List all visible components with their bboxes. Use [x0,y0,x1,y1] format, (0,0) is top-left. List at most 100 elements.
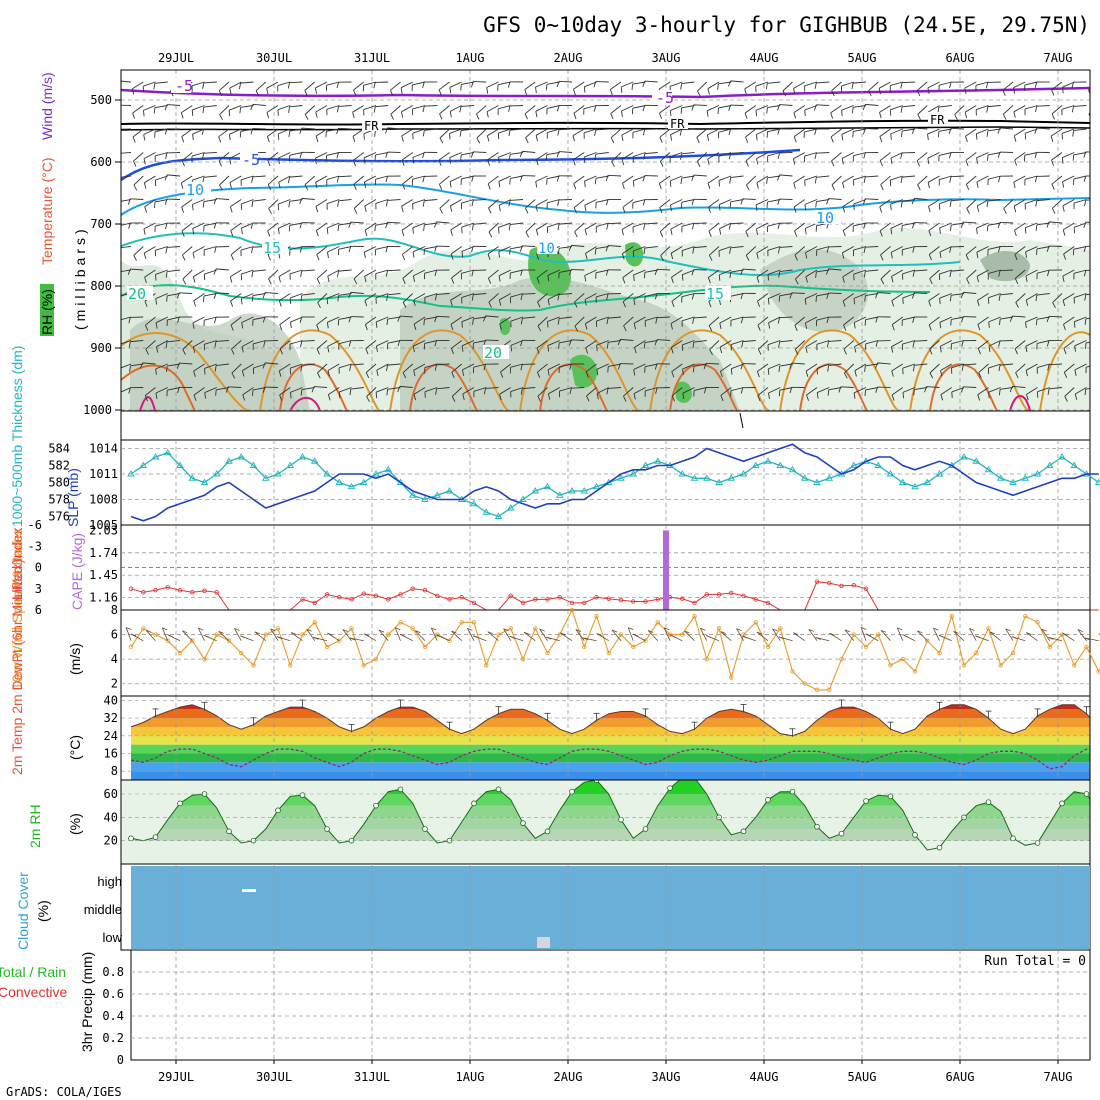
wind-barb-flag [975,133,978,140]
wind-barb-flag [279,324,283,331]
wind-barb-flag [365,372,370,379]
wind-barb-flag [140,362,143,369]
wind-barb [730,269,744,273]
wind-barb [928,199,940,207]
wind-barb-flag [450,348,454,355]
thickness-point [237,453,246,460]
wind-barb [204,246,217,251]
wind-barb-flag [476,137,481,144]
wind-barb-flag [757,300,761,307]
contour-label: FR [930,113,945,127]
wind-barb [853,128,867,132]
wind-barb [844,363,855,374]
wind10-barb-flag [1005,628,1011,632]
rh-legend-swatch [40,284,54,336]
wind-barb-flag [213,292,217,299]
wind-barb-flag [977,348,981,355]
wind10-barb-flag [126,627,132,630]
wind-barb-flag [202,107,205,114]
wind-barb [204,316,217,321]
wind-barb-flag [937,131,940,138]
wind-barb [853,105,867,108]
wind-barb [730,80,744,83]
wind-barb-flag [1073,321,1076,328]
wind10-barb [808,629,818,641]
wind-barb-flag [337,224,340,232]
wind-barb [902,316,916,321]
wind10-barb-flag [664,627,670,631]
wind10-barb-flag [162,627,168,631]
wind-barb [976,222,989,229]
wind-barb-flag [438,184,443,190]
wind-barb [1073,293,1087,298]
wind-barb [693,174,707,177]
wind-barb [693,104,707,106]
wind-barb-flag [1071,82,1074,89]
wind-barb-flag [740,387,744,394]
wind-barb-flag [278,182,281,189]
wind-barb-flag [568,245,572,252]
wind-barb [143,128,156,135]
wind10-barb-flag [130,633,137,637]
wind-barb [412,128,426,134]
wind10-line [130,608,1100,691]
wind-barb-flag [1035,200,1038,207]
wind-barb-flag [827,365,830,372]
wind-barb-flag [671,371,675,378]
wind-barb-flag [756,158,759,165]
wind-barb [461,340,475,347]
wind-barb-flag [1003,208,1007,215]
wind-barb [314,386,328,388]
wind-barb [438,152,450,161]
wind-barb-flag [826,292,829,299]
wind-barb [315,199,328,207]
wind-barb [755,81,769,87]
wind-barb [571,339,585,341]
wind-barb-flag [218,160,222,167]
wind10-barb [684,630,695,642]
wind-barb [610,81,622,90]
wind-barb-flag [397,315,401,322]
wind-barb [644,340,658,343]
wind-barb [327,222,340,229]
wind10-barb-flag [276,636,283,639]
wind-barb [681,199,695,203]
wind-barb-flag [144,276,147,283]
wind-barb [363,81,377,86]
wind-barb [1051,152,1063,161]
wind-barb-flag [363,252,366,259]
wind-barb [708,222,720,232]
wind10-barb-flag [313,636,319,640]
wind-barb [1013,175,1026,183]
thickness-point [335,478,344,485]
wind10-point [716,626,722,631]
wind-barb-flag [585,371,589,378]
wind-barb-flag [744,112,748,119]
wind-barb [890,128,903,135]
precip-tick-label: 0.6 [102,987,124,1001]
wind-barb [352,128,365,137]
wind10-point [790,669,795,674]
wind-barb [252,387,266,391]
thickness-point [555,491,564,498]
wind-barb [938,105,952,108]
wind-barb [757,293,769,302]
wind-barb-flag [439,113,443,120]
thickness-point [445,487,454,494]
wind-barb-flag [691,223,695,230]
wind-barb [326,81,340,86]
wind-barb-flag [777,198,780,205]
wind-barb [229,175,242,183]
wind-barb [461,105,475,107]
wind-barb [595,246,609,249]
wind-barb [413,316,426,325]
wind-barb-flag [364,229,368,236]
wind10-barb-flag [917,630,923,634]
wind10-point [998,663,1003,668]
wind-barb [1036,293,1050,296]
precip-tick-label: 0.4 [102,1009,124,1023]
date-label-bottom: 29JUL [158,1070,194,1084]
thickness-point [163,448,172,456]
wind-barb [708,269,720,278]
wind-barb [804,152,818,157]
